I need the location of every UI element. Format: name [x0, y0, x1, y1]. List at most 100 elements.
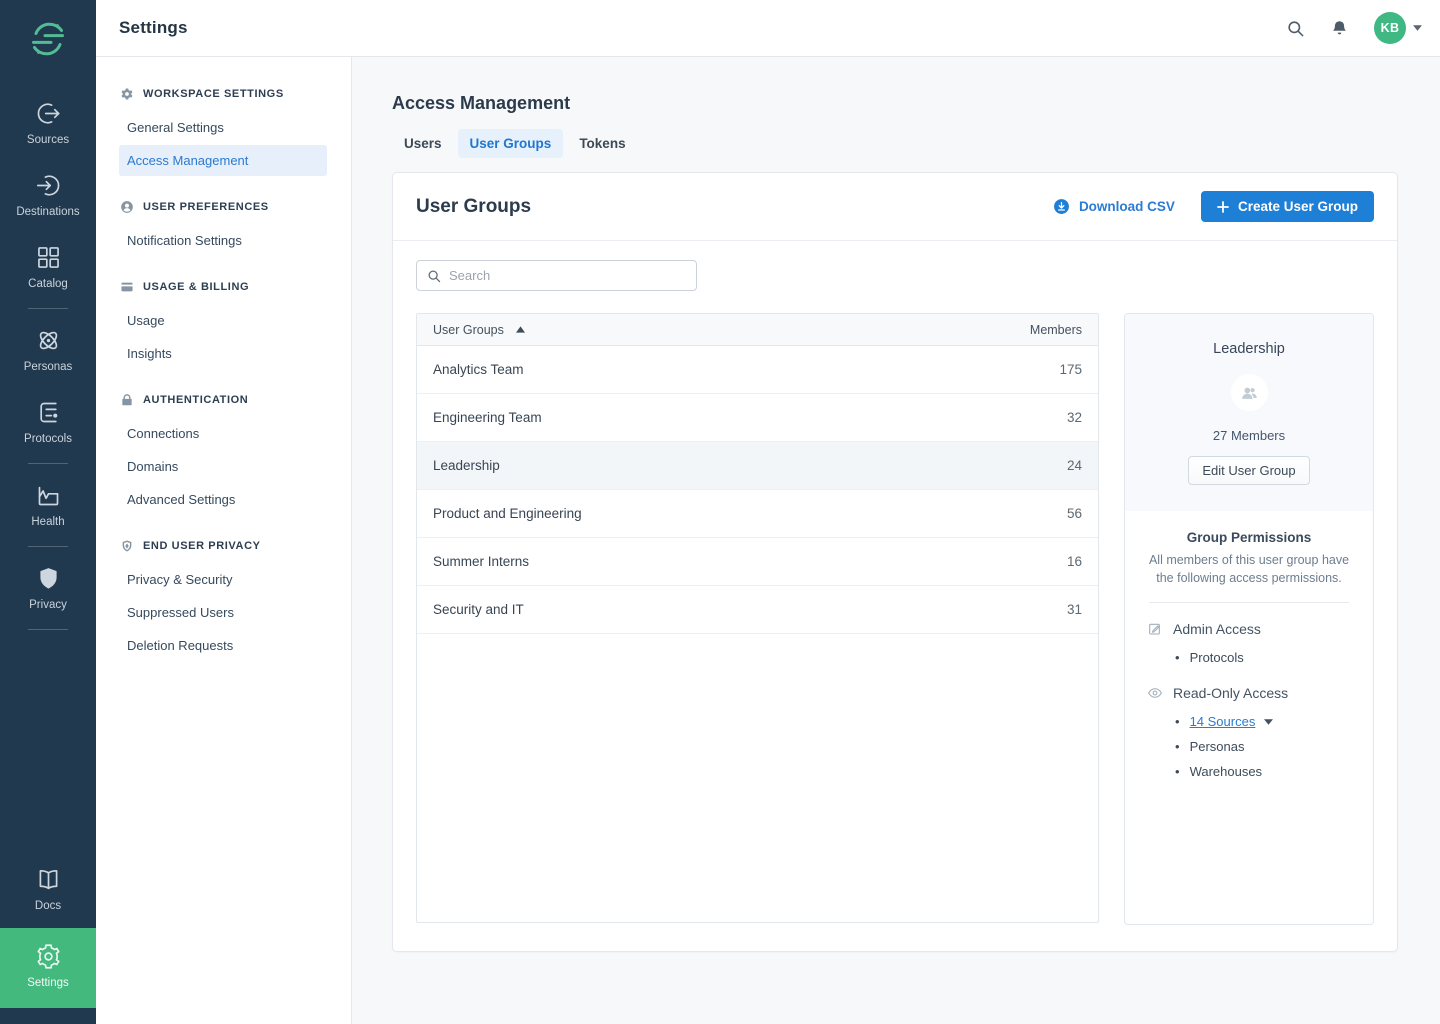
sidebar-item-sources[interactable]: Sources: [0, 87, 96, 159]
sidebar-item-label: Settings: [27, 977, 69, 989]
group-members: 175: [1059, 362, 1082, 377]
sidebar-item-suppressed-users[interactable]: Suppressed Users: [119, 597, 327, 628]
table-row[interactable]: Analytics Team 175: [417, 346, 1098, 394]
sidebar-item-personas[interactable]: Personas: [0, 314, 96, 386]
shield-icon: [120, 539, 134, 553]
sidebar-spacer: [0, 635, 96, 852]
sidebar-item-destinations[interactable]: Destinations: [0, 159, 96, 231]
card-header: User Groups Download CSV: [393, 173, 1397, 241]
section-title: Access Management: [392, 93, 1398, 114]
group-members: 32: [1067, 410, 1082, 425]
sidebar-item-label: Health: [31, 516, 64, 528]
sidebar-item-deletion-requests[interactable]: Deletion Requests: [119, 630, 327, 661]
section-header: AUTHENTICATION: [96, 385, 351, 416]
sidebar-item-domains[interactable]: Domains: [119, 451, 327, 482]
sidebar-item-access-management[interactable]: Access Management: [119, 145, 327, 176]
tab-users[interactable]: Users: [392, 129, 454, 158]
sources-icon: [35, 100, 62, 127]
member-count: 27 Members: [1135, 428, 1363, 443]
readonly-access-label: Read-Only Access: [1173, 685, 1288, 701]
health-icon: [35, 482, 62, 509]
table-row[interactable]: Engineering Team 32: [417, 394, 1098, 442]
group-people-icon: [1239, 383, 1259, 403]
tab-user-groups[interactable]: User Groups: [458, 129, 564, 158]
docs-book-icon: [35, 866, 62, 893]
download-csv-label: Download CSV: [1079, 199, 1175, 214]
section-header-label: AUTHENTICATION: [143, 394, 248, 406]
search-input[interactable]: [449, 268, 686, 283]
sources-count-link[interactable]: 14 Sources: [1190, 714, 1256, 729]
destinations-icon: [35, 172, 62, 199]
sidebar-item-usage[interactable]: Usage: [119, 305, 327, 336]
download-circle-icon: [1053, 198, 1070, 215]
privacy-shield-icon: [35, 565, 62, 592]
sidebar-item-docs[interactable]: Docs: [0, 852, 96, 928]
avatar[interactable]: KB: [1374, 12, 1406, 44]
gear-icon: [120, 87, 134, 101]
sidebar-item-label: Protocols: [24, 433, 72, 445]
sidebar-item-label: Docs: [35, 900, 61, 912]
sidebar-divider: [28, 308, 68, 309]
sidebar-item-insights[interactable]: Insights: [119, 338, 327, 369]
group-members: 24: [1067, 458, 1082, 473]
create-user-group-button[interactable]: Create User Group: [1201, 191, 1374, 222]
group-name: Summer Interns: [433, 554, 1067, 569]
bell-icon[interactable]: [1330, 19, 1349, 38]
catalog-icon: [35, 244, 62, 271]
sidebar-item-connections[interactable]: Connections: [119, 418, 327, 449]
sidebar-item-privacy[interactable]: Privacy: [0, 552, 96, 624]
section-header-label: WORKSPACE SETTINGS: [143, 88, 284, 100]
group-members: 31: [1067, 602, 1082, 617]
sort-ascending-icon: [516, 326, 525, 333]
credit-card-icon: [120, 280, 134, 294]
tab-tokens[interactable]: Tokens: [567, 129, 637, 158]
sidebar-item-health[interactable]: Health: [0, 469, 96, 541]
table-row[interactable]: Product and Engineering 56: [417, 490, 1098, 538]
table-row-selected[interactable]: Leadership 24: [417, 442, 1098, 490]
sidebar-item-label: Personas: [24, 361, 73, 373]
search-icon: [427, 269, 441, 283]
download-csv-button[interactable]: Download CSV: [1053, 198, 1175, 215]
permission-label: Warehouses: [1190, 764, 1263, 779]
permission-label: Personas: [1190, 739, 1245, 754]
group-avatar: [1231, 374, 1268, 411]
admin-access-group: Admin Access Protocols: [1141, 621, 1357, 670]
sidebar-item-privacy-security[interactable]: Privacy & Security: [119, 564, 327, 595]
personas-icon: [35, 327, 62, 354]
sidebar-item-notification-settings[interactable]: Notification Settings: [119, 225, 327, 256]
sidebar-item-label: Privacy: [29, 599, 67, 611]
chevron-down-icon[interactable]: [1264, 719, 1273, 725]
admin-access-label: Admin Access: [1173, 621, 1261, 637]
search-icon[interactable]: [1286, 19, 1305, 38]
sidebar-divider: [28, 463, 68, 464]
card-title: User Groups: [416, 196, 531, 218]
sidebar-item-settings[interactable]: Settings: [0, 928, 96, 1008]
permission-item: 14 Sources: [1141, 709, 1357, 734]
sidebar-item-protocols[interactable]: Protocols: [0, 386, 96, 458]
segment-logo-icon[interactable]: [26, 17, 70, 61]
section-header: USER PREFERENCES: [96, 192, 351, 223]
section-header: USAGE & BILLING: [96, 272, 351, 303]
table-row[interactable]: Security and IT 31: [417, 586, 1098, 634]
table-row[interactable]: Summer Interns 16: [417, 538, 1098, 586]
group-permissions: Group Permissions All members of this us…: [1125, 511, 1373, 799]
tab-bar: Users User Groups Tokens: [392, 129, 1398, 158]
sidebar-item-general-settings[interactable]: General Settings: [119, 112, 327, 143]
edit-user-group-button[interactable]: Edit User Group: [1188, 456, 1309, 485]
eye-icon: [1147, 685, 1163, 701]
user-groups-table: User Groups Members Analytics Team 175: [416, 313, 1099, 923]
group-members: 56: [1067, 506, 1082, 521]
main-content: Access Management Users User Groups Toke…: [352, 57, 1440, 1024]
table-header[interactable]: User Groups Members: [417, 314, 1098, 346]
sidebar-item-catalog[interactable]: Catalog: [0, 231, 96, 303]
sidebar-item-advanced-settings[interactable]: Advanced Settings: [119, 484, 327, 515]
nav-section-workspace-settings: WORKSPACE SETTINGS General Settings Acce…: [96, 79, 351, 176]
user-menu[interactable]: KB: [1374, 12, 1422, 44]
column-header-user-groups[interactable]: User Groups: [433, 323, 504, 337]
search-field[interactable]: [416, 260, 697, 291]
settings-gear-icon: [35, 943, 62, 970]
group-name: Leadership: [433, 458, 1067, 473]
section-header: END USER PRIVACY: [96, 531, 351, 562]
group-members: 16: [1067, 554, 1082, 569]
primary-sidebar: Sources Destinations Catalog Personas Pr…: [0, 0, 96, 1024]
